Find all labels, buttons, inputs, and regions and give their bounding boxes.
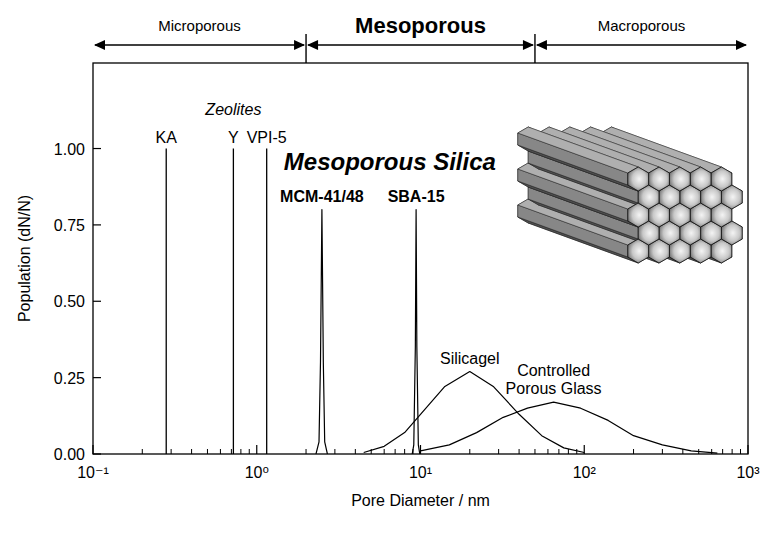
- series-label: SBA-15: [388, 188, 445, 205]
- x-tick: [92, 445, 93, 454]
- region-label: Microporous: [158, 17, 241, 34]
- x-minor-tick: [306, 449, 307, 454]
- x-minor-tick: [534, 449, 535, 454]
- x-minor-tick: [384, 449, 385, 454]
- pore-illustration: [518, 127, 742, 263]
- y-tick-label: 0.25: [54, 370, 85, 387]
- series-line: [421, 402, 718, 453]
- region-arrow: [537, 44, 746, 45]
- region-divider: [305, 34, 306, 63]
- y-tick: [93, 148, 101, 149]
- tube-side: [622, 163, 742, 209]
- stem: [233, 149, 234, 454]
- x-minor-tick: [171, 449, 172, 454]
- x-minor-tick: [740, 449, 741, 454]
- series-label: MCM-41/48: [280, 188, 364, 205]
- x-minor-tick: [568, 449, 569, 454]
- region-divider: [534, 34, 535, 63]
- x-minor-tick: [498, 449, 499, 454]
- series-labels: KA Y VPI-5 MCM-41/48 SBA-15 Silicagel Controll…: [156, 129, 602, 398]
- tube-front: [711, 167, 732, 191]
- x-minor-tick: [207, 449, 208, 454]
- series-group: [166, 149, 717, 454]
- series-line: [412, 210, 420, 454]
- y-tick: [93, 224, 101, 225]
- x-minor-tick: [469, 449, 470, 454]
- y-tick: [93, 377, 101, 378]
- arrow-head: [523, 40, 534, 50]
- x-minor-tick: [334, 449, 335, 454]
- region-arrow: [308, 44, 533, 45]
- series-label: VPI-5: [247, 129, 287, 146]
- plot-frame: [93, 63, 748, 454]
- x-tick-label: 10³: [736, 464, 760, 481]
- series-label: KA: [156, 129, 178, 146]
- x-minor-tick: [662, 449, 663, 454]
- region-label: Mesoporous: [355, 13, 486, 38]
- tube-front: [690, 167, 711, 191]
- x-minor-tick: [732, 449, 733, 454]
- x-minor-tick: [249, 449, 250, 454]
- tube-side: [518, 127, 638, 173]
- annotation: Mesoporous Silica: [284, 148, 496, 175]
- x-minor-tick: [142, 449, 143, 454]
- x-tick-label: 10⁰: [245, 464, 269, 481]
- x-minor-tick: [558, 449, 559, 454]
- x-minor-tick: [722, 449, 723, 454]
- x-minor-tick: [711, 449, 712, 454]
- tube-side: [622, 199, 742, 245]
- tube-front: [628, 167, 649, 191]
- x-tick-label: 10⁻¹: [77, 464, 109, 481]
- y-tick-label: 0.75: [54, 217, 85, 234]
- y-tick: [93, 301, 101, 302]
- tube-front: [669, 167, 690, 191]
- x-axis-title: Pore Diameter / nm: [351, 492, 490, 509]
- x-minor-tick: [220, 449, 221, 454]
- arrow-head: [94, 40, 105, 50]
- x-minor-tick: [240, 449, 241, 454]
- arrow-head: [536, 40, 547, 50]
- chart: Microporous Mesoporous Macroporous 0.00 0.25…: [0, 0, 782, 536]
- x-minor-tick: [191, 449, 192, 454]
- series-label: Y: [228, 129, 239, 146]
- arrow-head: [307, 40, 318, 50]
- x-minor-tick: [547, 449, 548, 454]
- y-tick-label: 0.00: [54, 446, 85, 463]
- stem: [266, 149, 267, 454]
- series-label-line: Controlled: [517, 362, 590, 379]
- x-minor-tick: [395, 449, 396, 454]
- region-label: Macroporous: [598, 17, 686, 34]
- series-label: ControlledPorous Glass: [506, 362, 602, 397]
- series-line: [316, 210, 327, 454]
- series-label: Silicagel: [440, 350, 500, 367]
- x-minor-tick: [355, 449, 356, 454]
- arrow-head: [736, 40, 747, 50]
- series-label-line: Porous Glass: [506, 380, 602, 397]
- x-tick-label: 10¹: [409, 464, 432, 481]
- arrow-head: [294, 40, 305, 50]
- y-axis-title: Population (dN/N): [16, 195, 33, 322]
- x-minor-tick: [231, 449, 232, 454]
- tube-front: [649, 167, 670, 191]
- y-tick-label: 0.50: [54, 293, 85, 310]
- y-tick-label: 1.00: [54, 141, 85, 158]
- stem: [166, 149, 167, 454]
- x-tick-label: 10²: [573, 464, 597, 481]
- x-tick: [256, 445, 257, 454]
- annotation: Zeolites: [204, 101, 261, 118]
- x-minor-tick: [633, 449, 634, 454]
- x-minor-tick: [576, 449, 577, 454]
- x-tick: [747, 445, 748, 454]
- x-minor-tick: [404, 449, 405, 454]
- y-tick: [93, 453, 101, 454]
- x-minor-tick: [519, 449, 520, 454]
- region-arrow: [95, 44, 304, 45]
